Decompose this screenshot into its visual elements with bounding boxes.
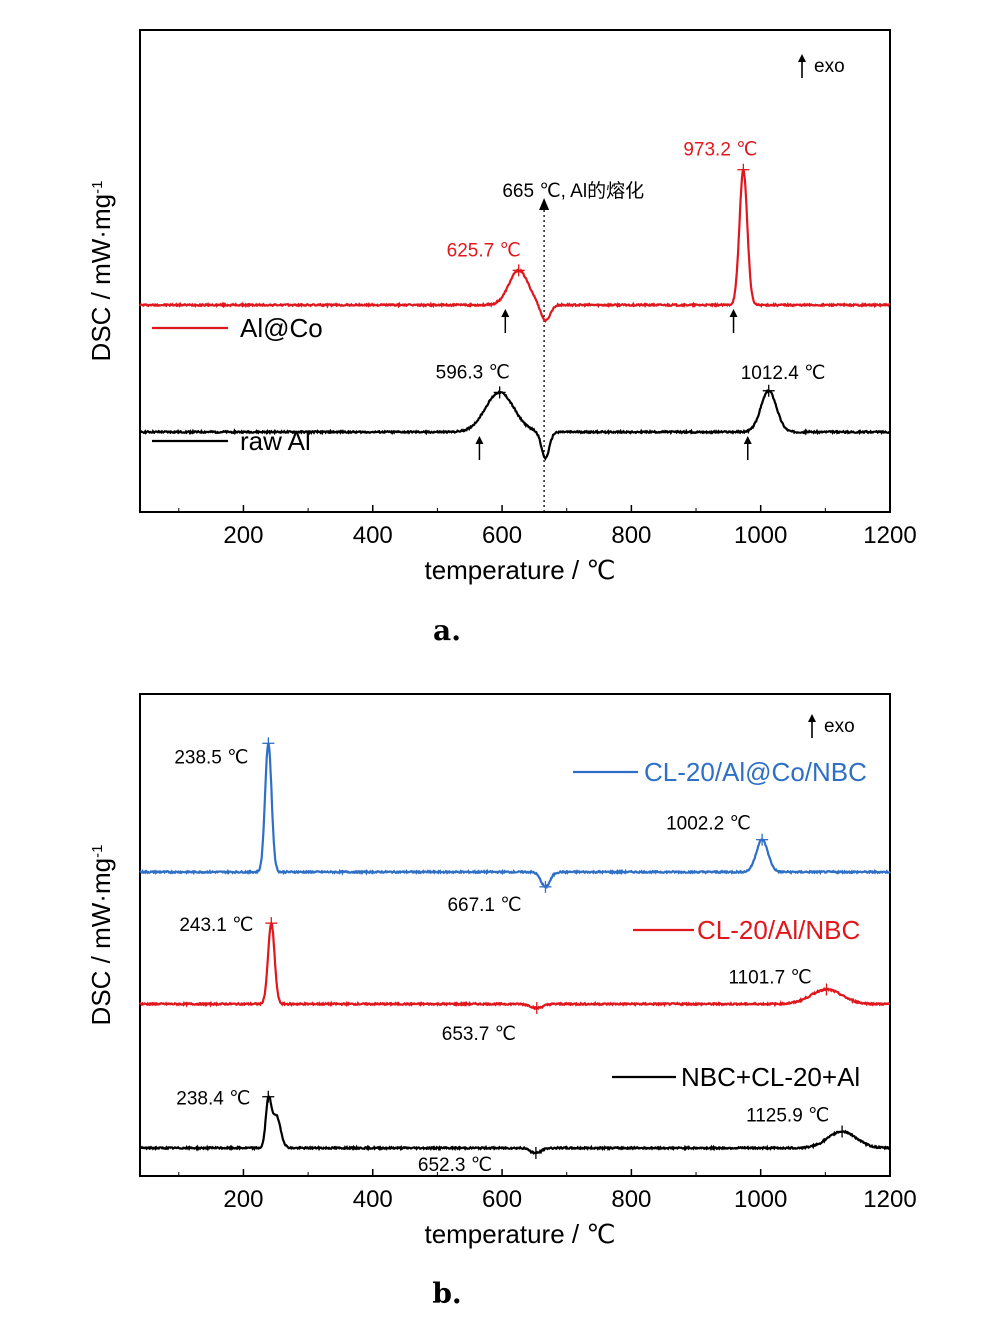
- x-tick-label: 600: [482, 522, 522, 549]
- x-tick-label: 1000: [734, 1186, 787, 1213]
- peak-label: 1125.9 ℃: [746, 1106, 829, 1127]
- series-line: [139, 921, 890, 1011]
- panel-label: b.: [432, 1277, 461, 1310]
- peak-label: 243.1 ℃: [179, 915, 253, 936]
- plot-frame: [139, 693, 891, 1177]
- peak-label: 1012.4 ℃: [741, 363, 826, 384]
- series-line: [139, 742, 891, 890]
- onset-arrow-head: [743, 436, 752, 444]
- x-tick-label: 1200: [863, 522, 916, 549]
- x-tick-label: 800: [611, 1186, 651, 1213]
- melting-reference-label: 665 ℃, Al的熔化: [502, 180, 644, 202]
- x-tick-label: 600: [482, 1186, 522, 1213]
- exo-arrow-head: [798, 54, 806, 62]
- legend-label: CL-20/Al@Co/NBC: [644, 757, 867, 787]
- y-axis-label: DSC / mW·mg-1: [86, 845, 116, 1026]
- exo-label: exo: [814, 56, 845, 77]
- exo-arrow-head: [808, 714, 816, 722]
- peak-label: 238.4 ℃: [176, 1089, 250, 1110]
- x-tick-label: 200: [223, 1186, 263, 1213]
- peak-label: 973.2 ℃: [683, 140, 757, 161]
- panel-label: a.: [433, 614, 461, 647]
- x-tick-label: 1000: [734, 522, 787, 549]
- series-raw-al: 596.3 ℃ 1012.4 ℃ raw Al: [139, 362, 891, 461]
- peak-label: 667.1 ℃: [447, 895, 521, 916]
- chart-panel-a: 200 400 600 800 1000 1200 temperature / ℃ DSC /…: [86, 29, 917, 647]
- onset-arrow-head: [501, 309, 510, 317]
- legend-label: Al@Co: [240, 313, 323, 343]
- x-tick-label: 800: [611, 522, 651, 549]
- melting-reference-arrowhead: [539, 198, 550, 210]
- onset-arrow-head: [475, 436, 484, 444]
- x-tick-label: 400: [353, 522, 393, 549]
- x-axis-label: temperature / ℃: [424, 1219, 615, 1249]
- y-axis-label-superscript: -1: [89, 181, 106, 194]
- x-tick-label: 400: [353, 1186, 393, 1213]
- series-line: [139, 168, 891, 323]
- peak-label: 1101.7 ℃: [728, 967, 811, 988]
- plot-frame: [139, 29, 891, 513]
- series-line: [139, 1094, 891, 1155]
- peak-label: 238.5 ℃: [174, 747, 248, 768]
- legend-label: raw Al: [240, 426, 311, 456]
- series-nbc-cl-20-al: 238.4 ℃ 652.3 ℃ 1125.9 ℃ NBC+CL-20+Al: [139, 1062, 891, 1176]
- exo-label: exo: [824, 716, 855, 737]
- peak-label: 596.3 ℃: [436, 362, 510, 383]
- series-line: [139, 388, 891, 461]
- peak-label: 652.3 ℃: [418, 1155, 492, 1176]
- series-cl-20-al-co-nbc: 238.5 ℃ 667.1 ℃ 1002.2 ℃ CL-20/Al@Co/NBC: [139, 737, 891, 916]
- peak-label: 1002.2 ℃: [666, 814, 751, 835]
- chart-panel-b: 200 400 600 800 1000 1200 temperature / ℃ DSC /…: [86, 693, 917, 1310]
- x-axis-label: temperature / ℃: [424, 555, 615, 585]
- peak-label: 653.7 ℃: [442, 1024, 516, 1045]
- legend-label: CL-20/Al/NBC: [697, 915, 860, 945]
- y-axis-label-superscript: -1: [89, 845, 106, 858]
- y-axis-label: DSC / mW·mg-1: [86, 181, 116, 362]
- onset-arrow-head: [729, 309, 738, 317]
- peak-label: 625.7 ℃: [447, 240, 521, 261]
- series-cl-20-al-nbc: 243.1 ℃ 653.7 ℃ 1101.7 ℃ CL-20/Al/NBC: [139, 915, 890, 1045]
- series-al-co: 625.7 ℃ 973.2 ℃ Al@Co: [139, 140, 891, 343]
- legend-label: NBC+CL-20+Al: [681, 1062, 860, 1092]
- x-tick-label: 1200: [863, 1186, 916, 1213]
- x-tick-label: 200: [223, 522, 263, 549]
